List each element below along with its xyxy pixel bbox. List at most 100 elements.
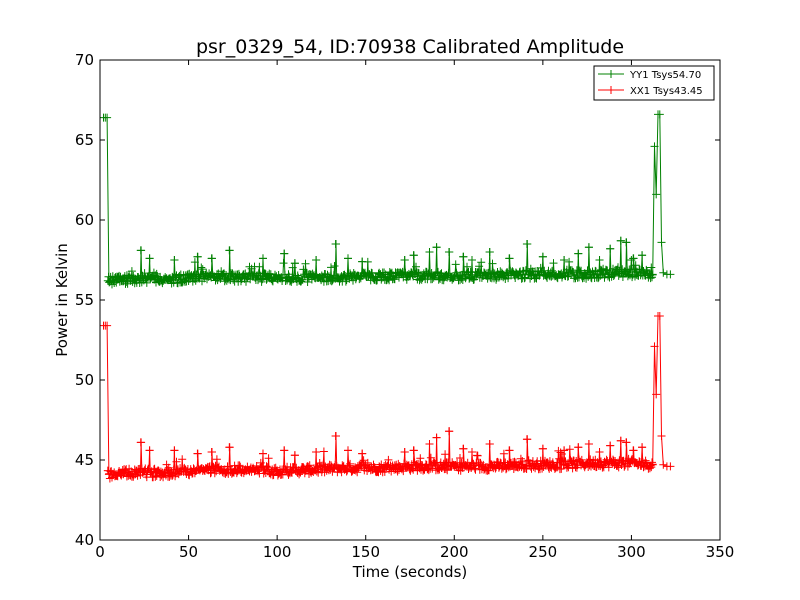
data-point [538,252,547,261]
data-point [606,244,615,253]
data-point [170,256,179,264]
legend-label-yy1: YY1 Tsys54.70 [629,70,701,81]
data-point [584,243,593,252]
x-tick-label: 50 [179,543,198,561]
data-point [595,256,604,264]
data-point [574,443,583,452]
series-yy1 [99,110,675,289]
legend-label-xx1: XX1 Tsys43.45 [630,86,703,97]
data-point [136,246,145,255]
data-point [312,256,321,264]
y-tick-label: 40 [75,531,94,549]
data-point [629,446,638,455]
data-point [560,446,569,455]
data-point [432,433,441,442]
data-point [331,432,340,440]
data-point [595,448,604,456]
data-point [638,251,647,260]
data-point [622,238,631,247]
data-point [136,438,145,447]
data-point [505,254,514,263]
data-point [459,252,468,261]
data-point [280,249,289,258]
y-tick-label: 45 [75,451,94,469]
plot-area [99,110,675,483]
data-point [400,448,409,456]
data-point [432,243,441,252]
data-point [145,254,154,263]
data-point [622,438,631,447]
data-point [629,254,638,263]
data-point [207,448,216,456]
y-tick-label: 70 [75,51,94,69]
x-tick-label: 200 [440,543,469,561]
x-axis-label: Time (seconds) [352,563,468,581]
data-point [560,256,569,264]
data-point [344,446,352,455]
data-point [522,240,531,248]
data-point [409,251,418,260]
data-point [358,449,367,458]
x-tick-label: 100 [263,543,292,561]
data-point [258,449,267,458]
x-tick-label: 350 [706,543,735,561]
data-point [425,440,434,448]
data-point [280,446,289,455]
chart-title: psr_0329_54, ID:70938 Calibrated Amplitu… [196,36,624,58]
legend-marker-yy1 [607,70,615,78]
data-point [409,446,418,455]
series-markers [99,312,675,483]
data-point [358,257,367,266]
x-axis: 0 50 100 150 200 250 300 350 [95,60,734,561]
data-point [344,254,352,263]
data-point [616,236,625,245]
data-point [290,451,299,460]
data-point [258,254,267,263]
x-tick-label: 300 [617,543,646,561]
series-markers [99,110,675,289]
data-point [225,443,234,452]
series-xx1 [99,312,675,483]
data-point [468,448,476,456]
data-point [606,441,615,450]
data-point [312,448,321,456]
legend-entry-xx1: XX1 Tsys43.45 [598,86,703,97]
data-point [638,443,647,452]
data-point [145,446,154,455]
data-point [331,240,340,248]
y-tick-label: 55 [75,291,94,309]
y-tick-label: 60 [75,211,94,229]
y-tick-label: 65 [75,131,94,149]
data-point [193,252,202,261]
data-point [485,440,494,448]
data-point [584,440,593,448]
data-point [444,427,453,436]
data-point [425,248,434,256]
data-point [170,446,179,455]
data-point [193,449,202,458]
legend-frame [593,65,715,101]
data-point [485,248,494,256]
data-point [444,248,453,256]
legend-entry-yy1: YY1 Tsys54.70 [598,70,701,81]
legend-marker-xx1 [607,86,615,94]
data-point [459,444,468,453]
y-axis-label: Power in Kelvin [53,243,71,357]
legend: YY1 Tsys54.70 XX1 Tsys43.45 [593,65,715,101]
data-point [574,249,583,258]
y-axis: 40 45 50 55 60 65 70 [75,51,720,549]
data-point [468,256,476,264]
data-point [522,435,531,444]
data-point [616,436,625,445]
data-point [207,254,216,263]
data-point [290,259,299,268]
x-tick-label: 150 [351,543,380,561]
data-point [400,256,409,264]
data-point [538,444,547,453]
data-point [225,246,234,255]
x-tick-label: 250 [529,543,558,561]
x-tick-label: 0 [95,543,105,561]
data-point [505,446,514,455]
y-tick-label: 50 [75,371,94,389]
